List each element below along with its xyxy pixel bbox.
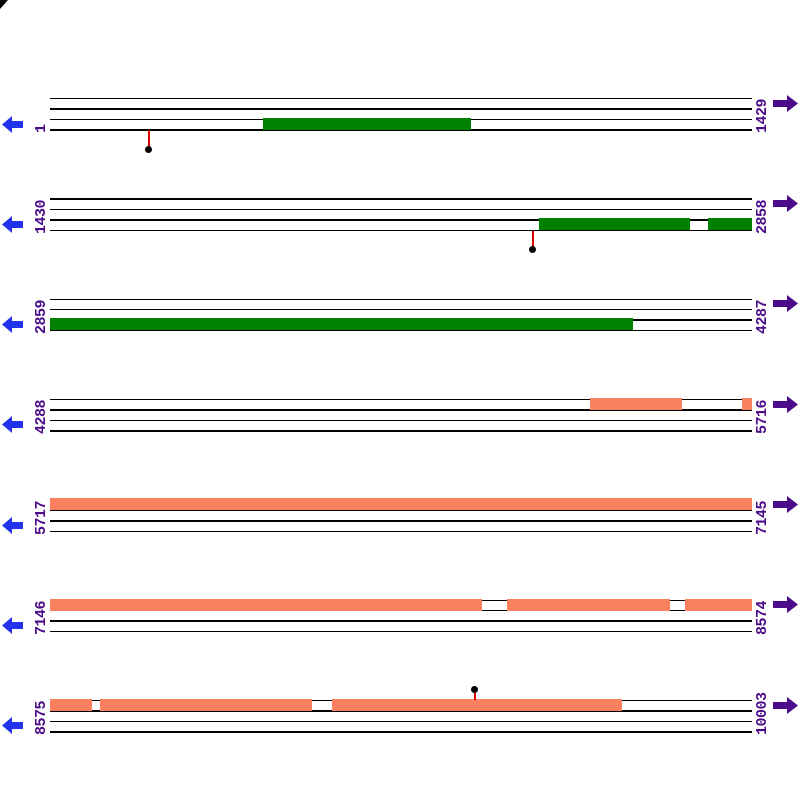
frame-line bbox=[50, 610, 752, 612]
frame-line bbox=[50, 98, 752, 100]
track-end-label: 1429 bbox=[754, 99, 771, 134]
gene-bar bbox=[742, 397, 752, 410]
track-end-label: 8574 bbox=[754, 600, 771, 635]
frame-line bbox=[50, 509, 752, 512]
gene-bar bbox=[50, 598, 482, 611]
frame-line bbox=[50, 198, 752, 200]
marker-dot bbox=[145, 145, 153, 153]
track-end-label: 2858 bbox=[754, 199, 771, 234]
left-arrow-icon bbox=[2, 717, 23, 735]
frame-line bbox=[50, 409, 752, 411]
track-start-label: 1430 bbox=[33, 199, 50, 234]
frame-line bbox=[50, 229, 752, 231]
right-arrow-icon bbox=[773, 195, 798, 213]
frame-line bbox=[50, 309, 752, 311]
gene-bar bbox=[50, 498, 752, 511]
left-arrow-icon bbox=[2, 115, 23, 133]
right-arrow-icon bbox=[773, 94, 798, 112]
left-arrow-icon bbox=[2, 316, 23, 334]
right-arrow-icon bbox=[773, 295, 798, 313]
frame-line bbox=[50, 298, 752, 301]
left-arrow-icon bbox=[2, 617, 23, 635]
right-arrow-icon bbox=[773, 696, 798, 714]
frame-line bbox=[50, 731, 752, 733]
gene-bar bbox=[50, 698, 93, 711]
frame-line bbox=[50, 520, 752, 522]
marker-stem bbox=[148, 130, 150, 148]
track-start-label: 4288 bbox=[33, 400, 50, 435]
frame-line bbox=[50, 720, 752, 723]
left-arrow-icon bbox=[2, 416, 23, 434]
track-end-label: 4287 bbox=[754, 299, 771, 334]
track-end-label: 7145 bbox=[754, 500, 771, 535]
frame-line bbox=[50, 108, 752, 110]
track-start-label: 5717 bbox=[33, 500, 50, 535]
frame-line bbox=[50, 329, 752, 332]
corner-artifact-mark bbox=[0, 0, 8, 9]
marker-dot bbox=[471, 686, 479, 694]
frame-line bbox=[50, 710, 752, 712]
frame-line bbox=[50, 620, 752, 622]
marker-stem bbox=[532, 230, 534, 248]
frame-line bbox=[50, 219, 752, 221]
frame-line bbox=[50, 419, 752, 422]
frame-line bbox=[50, 630, 752, 633]
gene-bar bbox=[707, 218, 752, 231]
marker-stem bbox=[473, 692, 476, 700]
frame-line bbox=[50, 129, 752, 131]
right-arrow-icon bbox=[773, 395, 798, 413]
frame-line bbox=[50, 530, 752, 532]
right-arrow-icon bbox=[773, 596, 798, 614]
track-start-label: 7146 bbox=[33, 600, 50, 635]
frame-line bbox=[50, 398, 752, 401]
track-start-label: 8575 bbox=[33, 701, 50, 736]
gene-bar bbox=[507, 598, 670, 611]
left-arrow-icon bbox=[2, 516, 23, 534]
track-start-label: 2859 bbox=[33, 299, 50, 334]
track-start-label: 1 bbox=[33, 124, 50, 134]
track-end-label: 10003 bbox=[754, 692, 771, 736]
gene-bar bbox=[332, 698, 623, 711]
gene-bar bbox=[99, 698, 312, 711]
gene-bar bbox=[589, 397, 682, 410]
frame-line bbox=[50, 430, 752, 432]
gene-bar bbox=[50, 318, 633, 331]
frame-line bbox=[50, 208, 752, 211]
left-arrow-icon bbox=[2, 215, 23, 233]
right-arrow-icon bbox=[773, 496, 798, 514]
track-end-label: 5716 bbox=[754, 400, 771, 435]
gene-bar bbox=[685, 598, 752, 611]
marker-dot bbox=[529, 246, 537, 254]
gene-bar bbox=[262, 117, 472, 130]
gene-bar bbox=[539, 218, 691, 231]
